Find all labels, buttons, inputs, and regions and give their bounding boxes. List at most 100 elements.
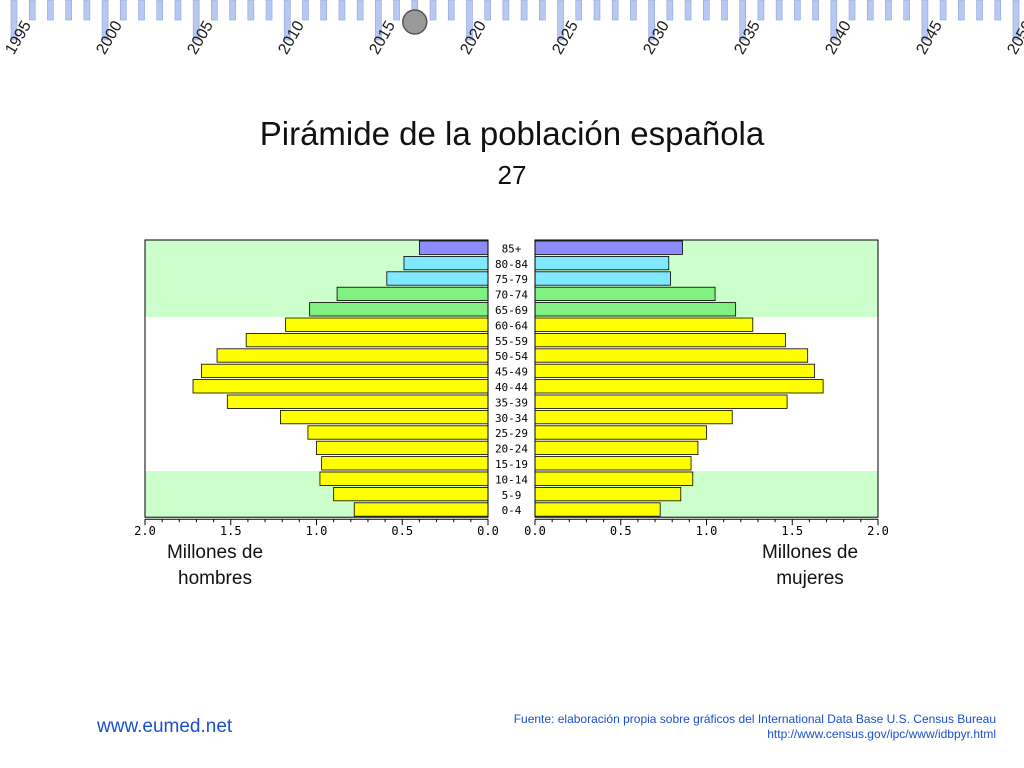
timeline-tick bbox=[994, 0, 1002, 21]
timeline-tick bbox=[593, 0, 601, 21]
bar-female bbox=[534, 302, 737, 317]
chart-subtitle: 27 bbox=[497, 160, 527, 190]
bar-female bbox=[534, 394, 788, 409]
age-group-label: 30-34 bbox=[495, 412, 528, 425]
age-group-label: 0-4 bbox=[502, 504, 522, 517]
population-pyramid-chart: 85+ 80-84 75-79 70-74 65-69 60-64 55-59 50-54 45… bbox=[134, 239, 889, 538]
bar-male bbox=[280, 409, 489, 425]
timeline-tick bbox=[265, 0, 273, 21]
timeline-tick bbox=[721, 0, 728, 21]
bar-male bbox=[192, 379, 489, 394]
timeline-tick bbox=[921, 0, 929, 41]
timeline-tick bbox=[120, 0, 127, 21]
age-group-label: 25-29 bbox=[495, 427, 528, 440]
bar-male bbox=[285, 317, 489, 332]
bar-male bbox=[386, 271, 489, 286]
timeline-tick bbox=[466, 0, 473, 41]
timeline-tick bbox=[757, 0, 765, 21]
footer-site-link[interactable]: www.eumed.net bbox=[97, 716, 233, 737]
timeline-handle[interactable] bbox=[402, 9, 428, 35]
timeline-tick bbox=[502, 0, 510, 21]
timeline-tick bbox=[320, 0, 328, 21]
age-group-label: 35-39 bbox=[495, 396, 528, 409]
bar-female bbox=[534, 286, 716, 302]
timeline-tick bbox=[65, 0, 72, 21]
x-tick-label: 2.0 bbox=[134, 524, 156, 538]
bar-male bbox=[418, 240, 489, 255]
age-group-label: 15-19 bbox=[495, 458, 528, 471]
timeline-tick bbox=[229, 0, 236, 21]
x-tick-label: 1.0 bbox=[696, 524, 718, 538]
footer-source: Fuente: elaboración propia sobre gráfico… bbox=[514, 712, 996, 742]
bar-female bbox=[534, 332, 786, 348]
timeline-tick bbox=[630, 0, 637, 21]
x-tick-label: 0.0 bbox=[524, 524, 546, 538]
timeline-tick bbox=[429, 0, 437, 21]
timeline-tick bbox=[247, 0, 255, 21]
age-group-label: 50-54 bbox=[495, 350, 528, 363]
bar-male bbox=[307, 425, 489, 440]
timeline-tick bbox=[903, 0, 910, 21]
bar-female bbox=[534, 409, 733, 425]
bar-female bbox=[534, 317, 754, 332]
bar-female bbox=[534, 456, 692, 471]
panel-border-left bbox=[144, 239, 489, 518]
timeline-tick bbox=[10, 0, 18, 41]
bar-male bbox=[216, 348, 489, 363]
timeline-tick bbox=[138, 0, 145, 21]
bar-female bbox=[534, 379, 824, 394]
timeline-tick bbox=[356, 0, 364, 21]
timeline-tick bbox=[739, 0, 747, 41]
age-group-label: 85+ bbox=[502, 242, 522, 255]
timeline-tick bbox=[338, 0, 346, 21]
age-group-label: 20-24 bbox=[495, 443, 528, 456]
timeline-tick bbox=[447, 0, 455, 21]
age-group-label: 75-79 bbox=[495, 273, 528, 286]
x-tick-label: 0.5 bbox=[610, 524, 632, 538]
bar-female bbox=[534, 440, 699, 456]
timeline-tick bbox=[539, 0, 546, 21]
x-tick-label: 0.0 bbox=[477, 524, 499, 538]
timeline-tick bbox=[830, 0, 838, 41]
timeline-tick bbox=[611, 0, 619, 21]
timeline-tick bbox=[83, 0, 91, 21]
timeline-tick bbox=[101, 0, 109, 41]
timeline-tick bbox=[156, 0, 164, 21]
footer-source-url[interactable]: http://www.census.gov/ipc/www/idbpyr.htm… bbox=[767, 727, 996, 741]
bar-female bbox=[534, 471, 694, 486]
age-group-label: 40-44 bbox=[495, 381, 528, 394]
age-group-label: 80-84 bbox=[495, 258, 528, 271]
bar-male bbox=[316, 440, 489, 456]
timeline-tick bbox=[812, 0, 819, 21]
bar-female bbox=[534, 486, 682, 502]
timeline-tick bbox=[28, 0, 36, 21]
bar-male bbox=[353, 502, 489, 517]
timeline-tick bbox=[375, 0, 382, 41]
timeline-tick bbox=[393, 0, 400, 21]
bar-female bbox=[534, 348, 809, 363]
bar-male bbox=[319, 471, 489, 486]
timeline-tick bbox=[794, 0, 801, 21]
timeline-tick bbox=[702, 0, 710, 21]
bar-female bbox=[534, 240, 683, 255]
bar-male bbox=[309, 302, 489, 317]
timeline-tick bbox=[976, 0, 983, 21]
panel-border-right bbox=[534, 239, 879, 518]
timeline-tick bbox=[575, 0, 583, 21]
timeline-tick bbox=[885, 0, 892, 21]
timeline-tick bbox=[958, 0, 965, 21]
bar-male bbox=[336, 286, 489, 302]
timeline-tick bbox=[174, 0, 182, 21]
timeline-tick bbox=[520, 0, 528, 21]
footer-source-text: Fuente: elaboración propia sobre gráfico… bbox=[513, 712, 996, 726]
timeline-tick bbox=[648, 0, 655, 41]
bar-female bbox=[534, 271, 671, 286]
timeline-tick bbox=[484, 0, 491, 21]
x-tick-label: 1.5 bbox=[220, 524, 242, 538]
bar-female bbox=[534, 255, 670, 271]
timeline-slider[interactable] bbox=[0, 0, 1024, 80]
timeline-tick bbox=[866, 0, 874, 21]
age-group-label: 5-9 bbox=[502, 489, 522, 502]
timeline-tick bbox=[848, 0, 856, 21]
bar-female bbox=[534, 425, 707, 440]
